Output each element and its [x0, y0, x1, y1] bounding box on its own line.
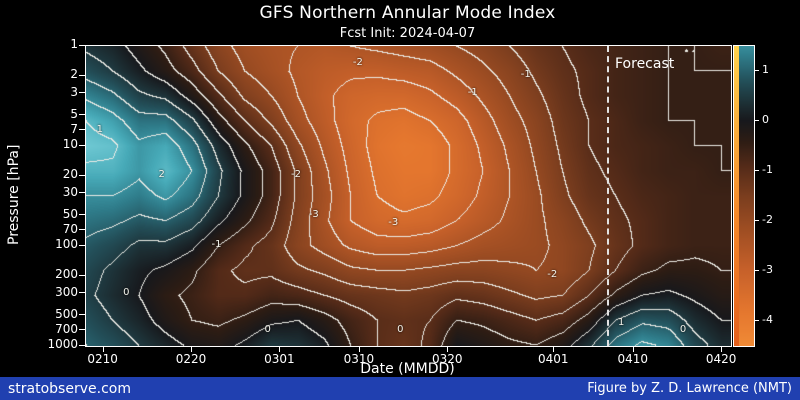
x-tick-label: 0320 — [431, 352, 463, 366]
y-tick-mark — [79, 329, 85, 330]
x-tick-label: 0220 — [175, 352, 207, 366]
y-tick-mark — [79, 114, 85, 116]
y-tick-mark — [79, 274, 85, 276]
x-tick-mark — [102, 346, 104, 352]
colorbar-tick-mark — [755, 169, 759, 171]
y-tick-label: 7 — [70, 121, 78, 136]
x-tick-mark — [632, 346, 634, 352]
contour-label: 0 — [397, 323, 404, 335]
contour-label: -1 — [467, 86, 478, 98]
contour-label: 2 — [158, 169, 165, 181]
y-tick-label: 300 — [55, 284, 78, 299]
colorbar-tick-label: -2 — [762, 213, 773, 226]
x-tick-label: 0420 — [705, 352, 737, 366]
site-link: stratobserve.com — [8, 380, 131, 397]
y-tick-mark — [79, 214, 85, 216]
contour-label: -1 — [211, 239, 222, 250]
contour-label: 0 — [264, 323, 271, 335]
contour-label: 0 — [679, 323, 687, 335]
y-tick-label: 3 — [70, 84, 78, 99]
nam-contour-field — [86, 46, 731, 346]
contour-label: 1 — [617, 316, 625, 328]
y-tick-mark — [79, 314, 85, 316]
x-tick-label: 0410 — [617, 352, 649, 366]
y-tick-mark — [79, 74, 85, 76]
x-tick-mark — [553, 346, 555, 352]
colorbar-tick-label: 1 — [762, 63, 769, 76]
chart-subtitle: Fcst Init: 2024-04-07 — [339, 26, 476, 41]
y-tick-label: 1 — [70, 37, 78, 51]
y-tick-mark — [79, 344, 85, 346]
y-tick-label: 30 — [62, 184, 78, 199]
forecast-label: Forecast — [615, 56, 675, 72]
contour-label: -2 — [547, 269, 558, 281]
contour-label: -3 — [308, 208, 319, 220]
y-tick-label: 20 — [62, 167, 78, 182]
colorbar-tick-label: 0 — [762, 113, 769, 126]
x-tick-mark — [447, 346, 449, 352]
x-tick-label: 0301 — [264, 352, 295, 366]
contour-label: 1 — [96, 123, 104, 135]
contour-label: -3 — [388, 216, 399, 228]
y-tick-label: 100 — [55, 237, 78, 251]
forecast-start-line — [607, 46, 610, 346]
y-tick-label: 700 — [55, 321, 78, 336]
x-axis-label: Date (MMDD) — [360, 361, 455, 377]
y-tick-label: 5 — [70, 106, 78, 121]
credit-text: Figure by Z. D. Lawrence (NMT) — [587, 381, 792, 396]
chart-title: GFS Northern Annular Mode Index — [259, 3, 556, 23]
colorbar-tick-mark — [755, 219, 759, 221]
y-tick-mark — [79, 244, 85, 246]
y-tick-label: 70 — [62, 221, 78, 236]
contour-label: -1 — [520, 69, 531, 81]
y-axis-label: Pressure [hPa] — [6, 144, 22, 246]
contour-label: -2 — [352, 56, 363, 68]
y-tick-label: 1000 — [47, 337, 78, 351]
colorbar-tick-label: -4 — [762, 313, 773, 326]
colorbar-accent-strip — [734, 46, 739, 346]
y-tick-label: 500 — [55, 306, 78, 321]
x-tick-label: 0310 — [343, 352, 375, 366]
y-tick-label: 50 — [62, 206, 78, 221]
colorbar-tick-mark — [755, 69, 759, 71]
colorbar-tick-mark — [755, 269, 759, 271]
colorbar-tick-label: -3 — [762, 263, 773, 276]
y-tick-mark — [79, 292, 85, 294]
x-tick-mark — [721, 346, 723, 352]
y-tick-label: 10 — [62, 137, 78, 151]
y-tick-mark — [79, 229, 85, 230]
contour-label: 0 — [123, 286, 130, 298]
colorbar — [733, 45, 755, 347]
y-tick-mark — [79, 129, 85, 130]
y-tick-mark — [79, 174, 85, 176]
footer-bar: stratobserve.com Figure by Z. D. Lawrenc… — [0, 377, 800, 400]
x-tick-mark — [191, 346, 193, 352]
y-tick-mark — [79, 192, 85, 194]
y-tick-label: 2 — [70, 67, 78, 82]
y-tick-label: 200 — [55, 267, 78, 282]
colorbar-tick-mark — [755, 319, 759, 321]
y-tick-mark — [79, 44, 85, 46]
x-tick-label: 0401 — [538, 352, 569, 366]
x-tick-mark — [358, 346, 360, 352]
plot-area: 1 2 -1 -2 -3 -2 -3 -1 -1 0 0 0 -2 1 0 Forecast — [85, 45, 732, 347]
colorbar-tick-label: -1 — [762, 163, 773, 176]
x-tick-mark — [279, 346, 281, 352]
x-tick-label: 0210 — [87, 352, 118, 366]
y-tick-mark — [79, 92, 85, 94]
y-tick-mark — [79, 144, 85, 146]
colorbar-tick-mark — [755, 119, 759, 121]
contour-label: -2 — [291, 169, 302, 181]
